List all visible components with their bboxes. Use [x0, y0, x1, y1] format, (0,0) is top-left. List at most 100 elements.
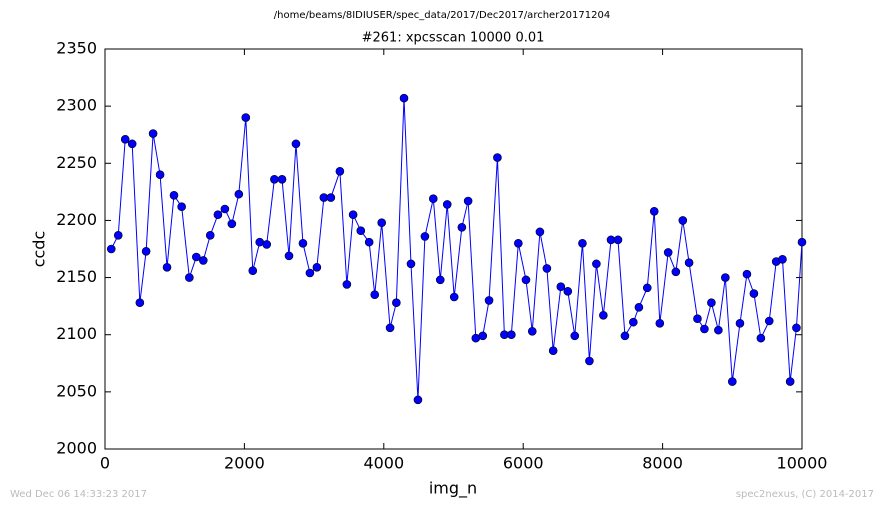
footer-credit: spec2nexus, (C) 2014-2017	[736, 489, 874, 500]
data-point	[449, 292, 459, 302]
data-point	[106, 244, 116, 254]
data-point	[507, 330, 516, 340]
data-point	[548, 346, 558, 356]
data-point	[556, 282, 566, 292]
data-point	[377, 218, 387, 228]
chart-title: #261: xpcsscan 10000 0.01	[362, 31, 545, 46]
y-tick-label: 2200	[56, 210, 97, 229]
data-point	[326, 193, 336, 202]
data-point	[735, 318, 745, 328]
data-point	[262, 240, 272, 249]
data-point	[727, 377, 737, 386]
data-point	[162, 262, 172, 272]
data-point	[535, 227, 545, 237]
data-point	[613, 235, 623, 245]
data-point	[399, 93, 409, 103]
data-point	[148, 129, 158, 138]
data-point	[277, 174, 287, 184]
data-point	[291, 139, 301, 149]
data-point	[248, 266, 258, 276]
data-point	[678, 216, 688, 225]
x-tick-label: 8000	[642, 454, 683, 473]
data-point	[671, 267, 681, 277]
x-axis-label: img_n	[429, 479, 477, 499]
data-point	[312, 262, 322, 272]
data-point	[663, 248, 673, 257]
data-point	[756, 333, 766, 343]
data-point	[442, 200, 452, 209]
data-point	[270, 174, 279, 184]
y-tick-label: 2000	[56, 439, 97, 458]
data-point	[192, 252, 201, 262]
data-point	[127, 139, 137, 149]
y-tick-label: 2300	[56, 96, 97, 115]
data-point	[514, 238, 523, 248]
data-point	[721, 273, 730, 282]
data-point	[585, 356, 594, 366]
data-point	[220, 204, 230, 214]
data-point	[563, 286, 573, 296]
data-point	[578, 238, 587, 248]
data-point	[634, 302, 644, 312]
data-point	[592, 259, 601, 269]
data-point	[135, 298, 145, 308]
data-point	[493, 153, 502, 162]
data-point	[478, 331, 488, 341]
data-point	[620, 331, 630, 341]
data-point	[120, 134, 130, 144]
data-point	[141, 246, 151, 256]
data-point	[570, 331, 580, 341]
data-point	[335, 166, 345, 176]
data-point	[428, 194, 438, 204]
y-tick-label: 2350	[56, 39, 97, 58]
data-point	[599, 310, 608, 320]
data-point	[342, 280, 352, 289]
data-point	[649, 206, 659, 216]
data-point	[629, 317, 638, 327]
data-point	[227, 219, 237, 229]
data-point	[797, 237, 807, 247]
x-tick-label: 10000	[777, 454, 828, 473]
data-point	[764, 316, 774, 326]
data-point	[655, 318, 665, 328]
x-tick-label: 4000	[363, 454, 404, 473]
y-tick-label: 2100	[56, 324, 97, 343]
y-axis-label: ccdc	[30, 231, 49, 268]
data-point	[284, 251, 294, 261]
data-point	[742, 269, 752, 279]
data-point	[527, 326, 537, 336]
data-point	[792, 323, 801, 333]
suptitle: /home/beams/8IDIUSER/spec_data/2017/Dec2…	[274, 10, 610, 21]
data-point	[213, 210, 223, 220]
data-point	[420, 232, 430, 241]
data-point	[113, 230, 123, 240]
data-point	[205, 230, 215, 240]
footer-date: Wed Dec 06 14:33:23 2017	[10, 489, 147, 500]
data-point	[406, 259, 416, 269]
y-tick-label: 2250	[56, 153, 97, 172]
data-point	[778, 254, 787, 264]
data-point	[700, 324, 709, 334]
x-tick-label: 0	[100, 454, 110, 473]
data-point	[305, 268, 315, 278]
data-point	[521, 275, 531, 285]
data-point	[185, 273, 194, 282]
data-point	[169, 190, 179, 200]
data-point	[392, 298, 401, 308]
data-point	[463, 196, 473, 206]
x-tick-label: 2000	[224, 454, 265, 473]
data-point	[714, 325, 723, 335]
data-point	[413, 395, 423, 405]
data-point	[234, 189, 244, 199]
data-point	[155, 170, 165, 180]
data-point	[749, 289, 759, 298]
data-point	[642, 283, 652, 293]
data-point	[370, 290, 380, 300]
data-point	[457, 222, 467, 232]
data-point	[198, 256, 208, 265]
data-point	[348, 210, 358, 220]
data-point	[707, 298, 716, 308]
data-point	[684, 258, 694, 268]
